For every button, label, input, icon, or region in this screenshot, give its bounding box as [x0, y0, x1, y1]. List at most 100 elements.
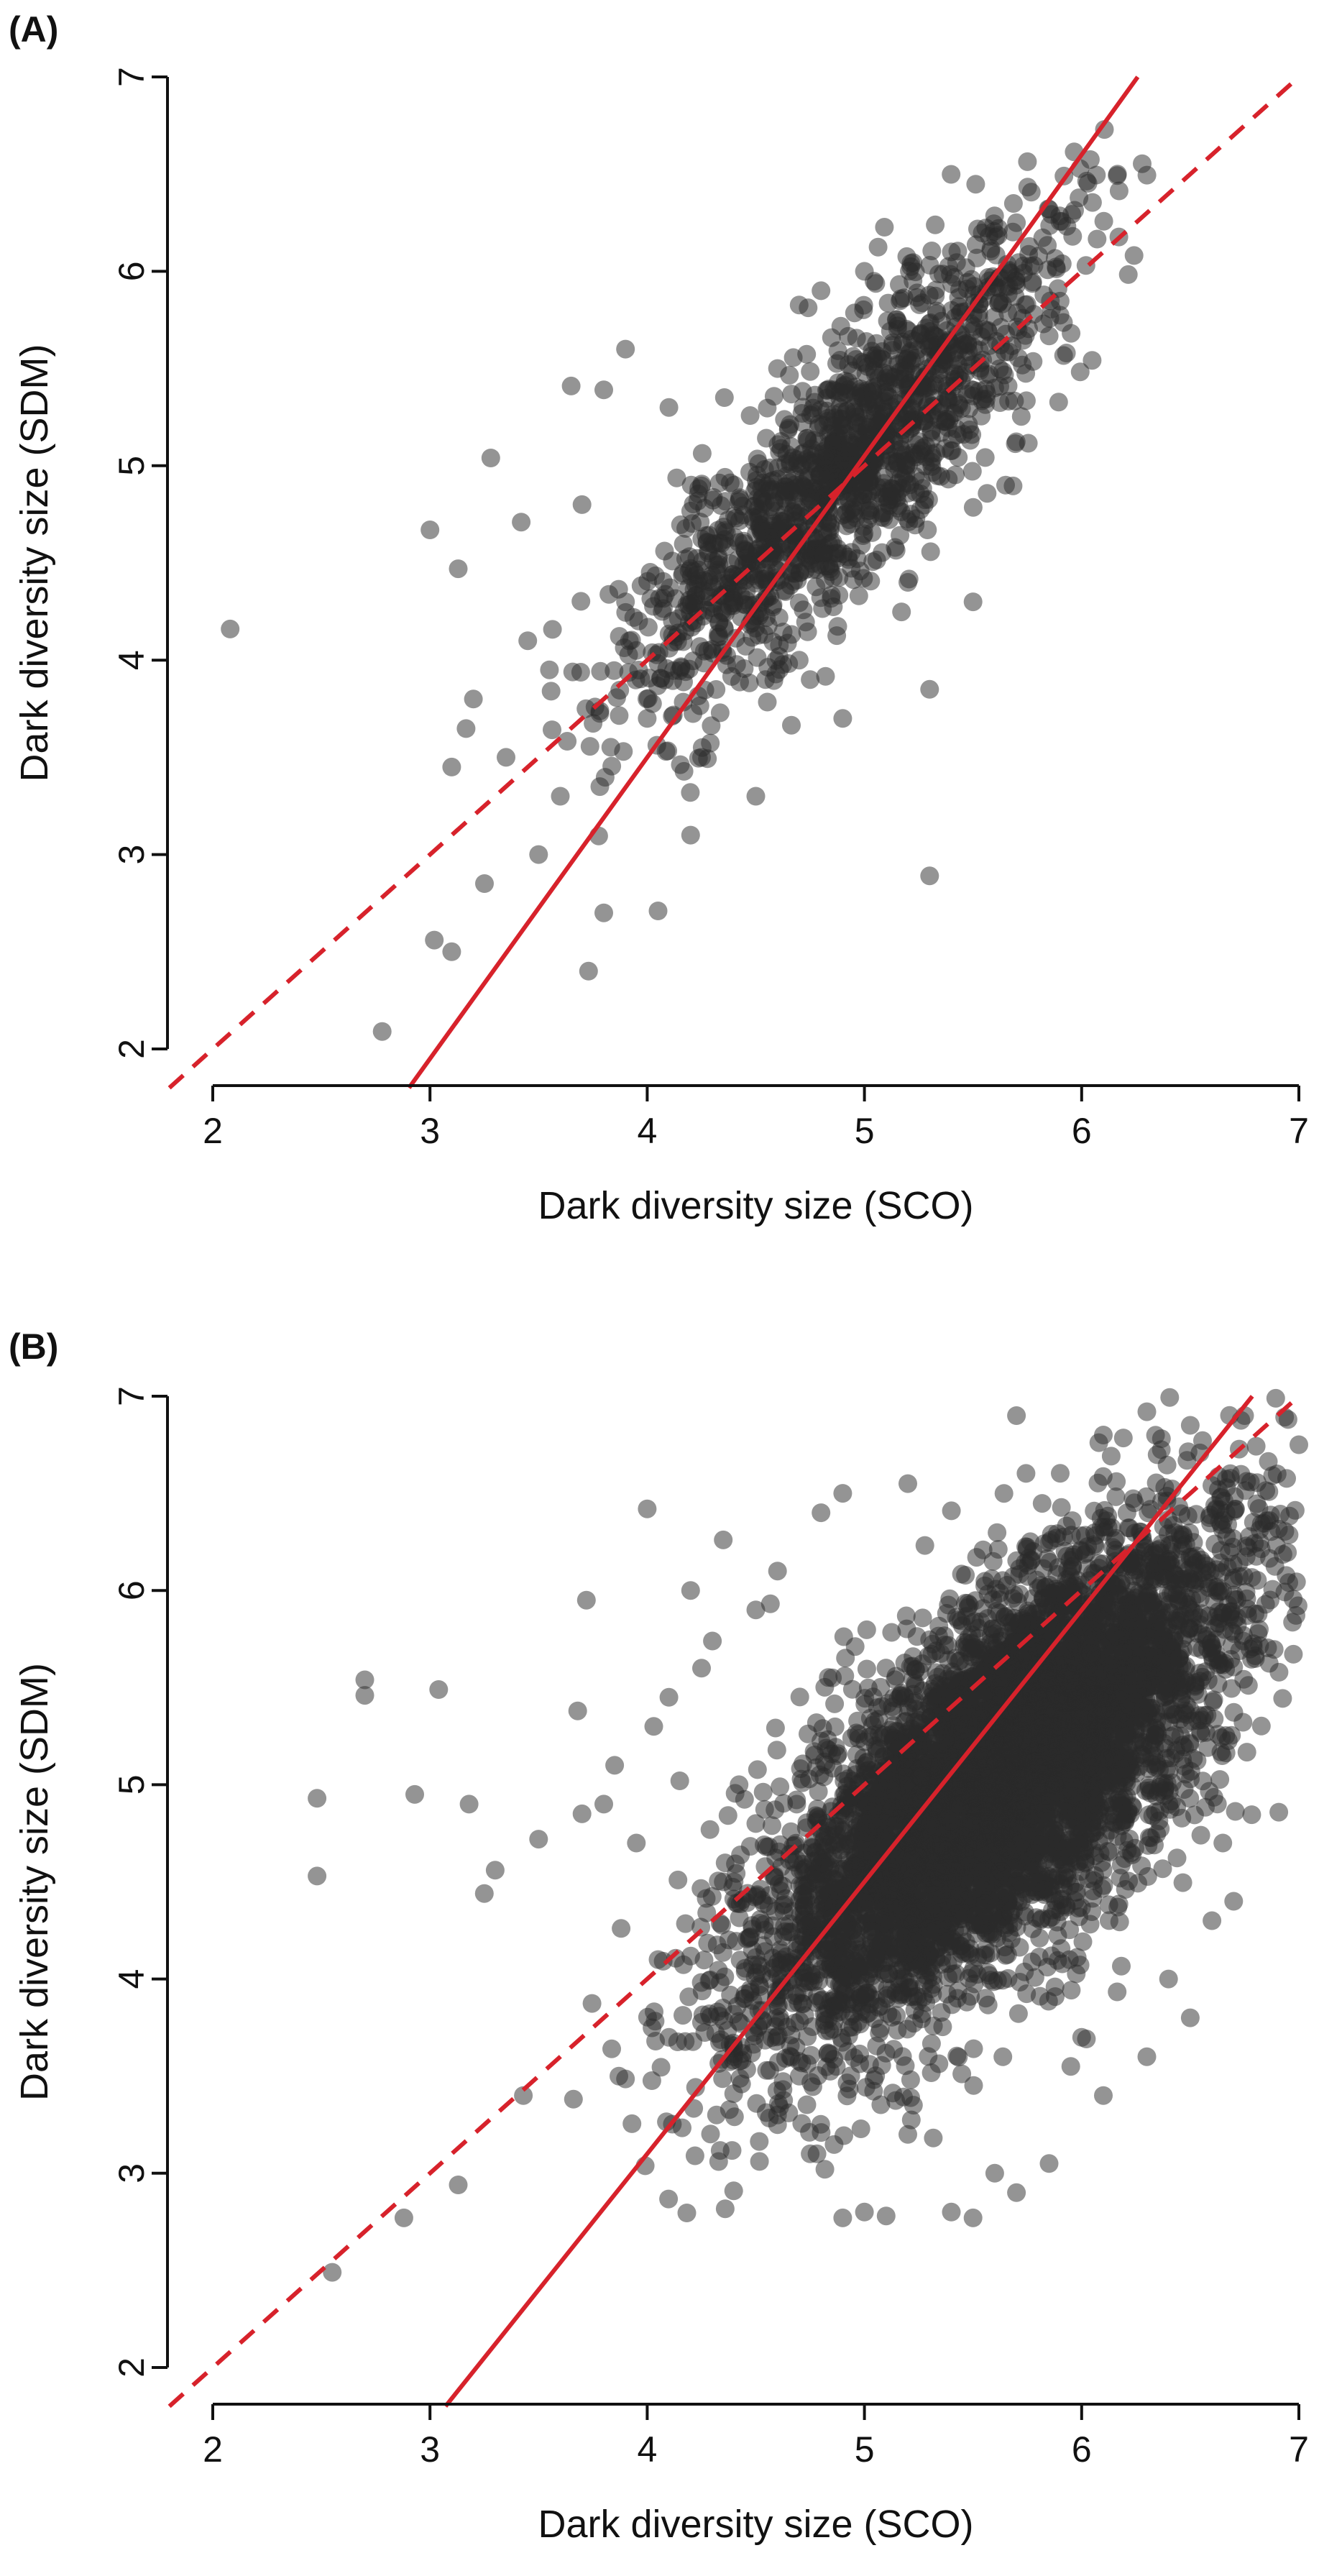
data-point [572, 495, 592, 514]
data-point [817, 401, 837, 421]
data-point [684, 704, 703, 723]
data-point [922, 242, 942, 260]
data-point [815, 2160, 835, 2179]
data-point [420, 521, 440, 539]
data-point [616, 339, 635, 359]
data-point [748, 1760, 767, 1779]
data-point [751, 521, 771, 541]
data-point [667, 468, 686, 487]
data-point [916, 447, 935, 467]
data-point [1023, 272, 1042, 292]
data-point [962, 425, 982, 444]
data-point [579, 961, 598, 981]
data-point [1124, 246, 1144, 265]
data-point [897, 247, 916, 266]
data-point [864, 390, 883, 409]
data-point [910, 295, 929, 314]
data-point [610, 706, 629, 725]
data-point [758, 692, 777, 712]
x-axis-title: Dark diversity size (SCO) [538, 1184, 973, 1227]
data-point [1251, 1716, 1271, 1736]
data-point [571, 663, 590, 682]
data-point [1003, 194, 1023, 213]
data-point [814, 487, 834, 507]
data-point [659, 398, 679, 417]
data-point [920, 679, 939, 699]
data-point [743, 628, 762, 647]
data-point [720, 596, 739, 615]
data-point [677, 2204, 697, 2222]
data-point [763, 1816, 781, 1835]
data-point [1083, 351, 1102, 370]
data-point [1160, 1388, 1180, 1407]
data-point [580, 737, 599, 756]
data-point [855, 262, 874, 281]
data-point [831, 316, 850, 336]
data-point [715, 521, 735, 540]
data-point [1080, 150, 1100, 169]
data-point [449, 559, 468, 579]
data-point [849, 586, 868, 605]
data-point [674, 672, 693, 692]
data-point [642, 2071, 661, 2090]
data-point [1073, 1932, 1093, 1951]
data-point [1112, 1956, 1131, 1976]
data-point [558, 732, 577, 751]
data-point [610, 681, 630, 700]
data-point [599, 585, 619, 604]
data-point [694, 581, 713, 600]
data-point [856, 364, 875, 383]
data-point [771, 482, 790, 501]
data-point [899, 573, 917, 592]
data-point [1113, 1429, 1133, 1448]
data-point [543, 720, 561, 740]
data-point [768, 359, 787, 378]
solid-fit-line [407, 75, 1140, 1089]
data-point [793, 382, 812, 401]
data-point [813, 599, 832, 618]
data-point [975, 448, 995, 467]
data-point [582, 1994, 602, 2013]
data-point [782, 625, 801, 644]
data-point [950, 280, 969, 300]
data-point [921, 542, 940, 562]
data-point [464, 689, 483, 709]
data-point [1078, 173, 1098, 193]
data-point [837, 383, 856, 403]
data-point [543, 620, 562, 639]
data-point [915, 1536, 934, 1555]
y-tick-label: 6 [111, 261, 152, 281]
data-point [993, 362, 1013, 381]
data-point [584, 714, 603, 733]
data-point [1095, 120, 1114, 139]
x-tick-label: 5 [855, 1111, 875, 1151]
data-point [897, 473, 916, 492]
data-point [622, 2114, 642, 2133]
data-point [768, 435, 788, 454]
data-point [975, 395, 995, 414]
data-point [901, 2070, 920, 2089]
data-point [753, 1782, 773, 1802]
data-point [1006, 434, 1025, 454]
data-point [1016, 391, 1036, 411]
data-point [789, 651, 809, 670]
data-point [789, 295, 809, 315]
data-point [900, 262, 919, 280]
data-point [868, 237, 888, 257]
data-point [655, 670, 674, 689]
y-axis-title: Dark diversity size (SDM) [13, 344, 56, 781]
data-point [843, 347, 863, 366]
data-point [894, 288, 914, 308]
data-point [845, 403, 864, 421]
data-point [789, 593, 809, 613]
data-point [716, 492, 735, 511]
data-point [656, 585, 675, 604]
data-point [713, 2069, 732, 2089]
data-point [918, 521, 937, 539]
data-point [1011, 407, 1031, 426]
data-point [844, 570, 863, 590]
data-point [1238, 1676, 1258, 1695]
data-point [854, 300, 873, 319]
x-tick-label: 6 [1072, 1111, 1092, 1151]
